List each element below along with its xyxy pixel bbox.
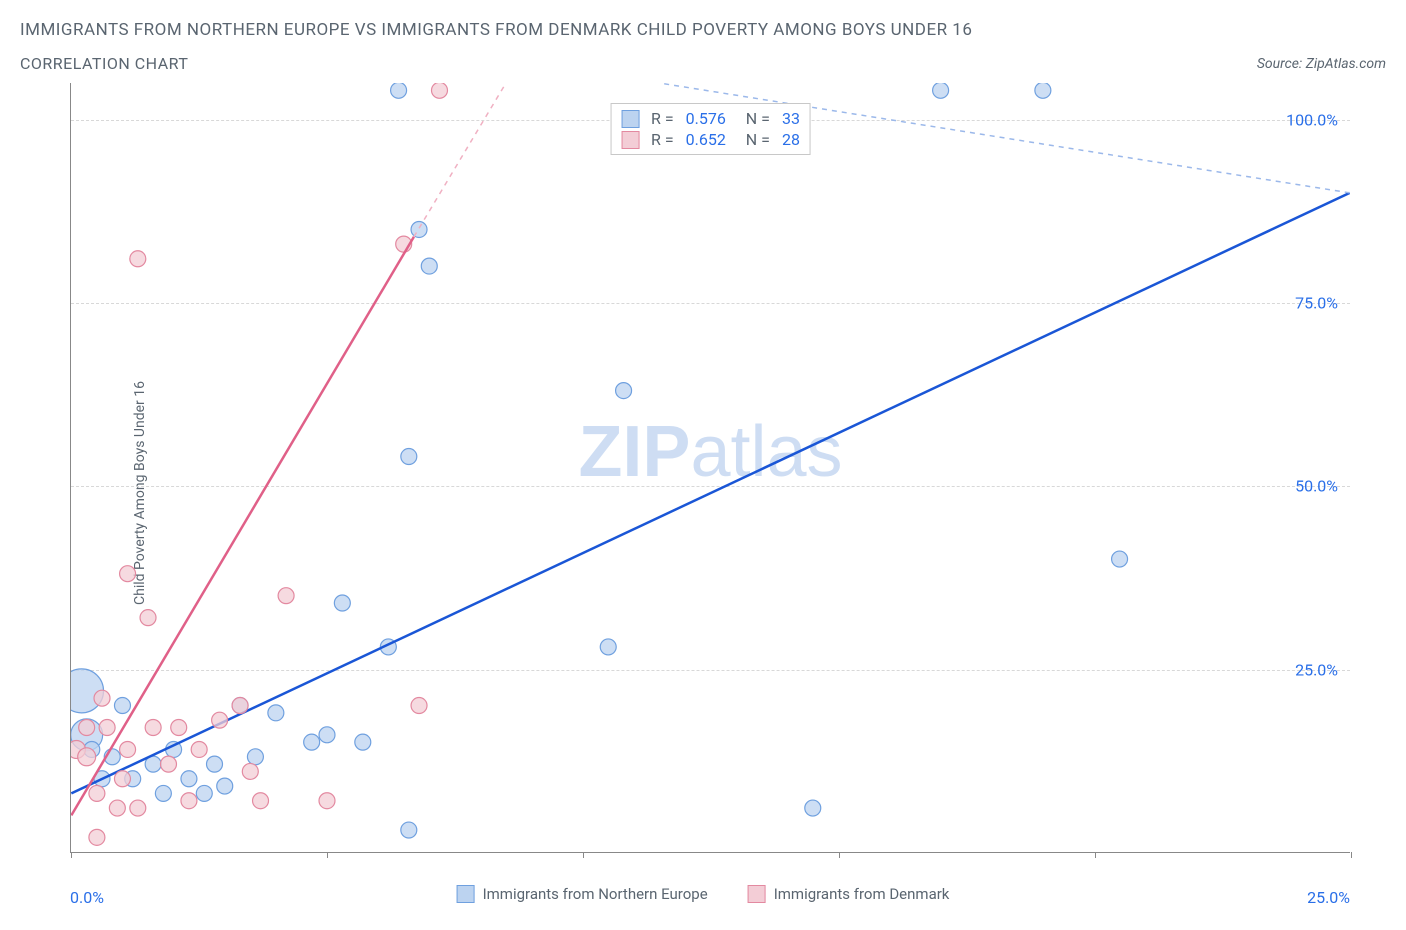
series-legend: Immigrants from Northern Europe Immigrant… <box>457 885 950 903</box>
data-point[interactable] <box>79 720 95 736</box>
source-attribution: Source: ZipAtlas.com <box>1257 56 1386 72</box>
data-point[interactable] <box>212 712 228 728</box>
data-point[interactable] <box>155 785 171 801</box>
trend-line-extrapolated <box>414 83 506 237</box>
subtitle-row: CORRELATION CHART Source: ZipAtlas.com <box>20 54 1386 73</box>
data-point[interactable] <box>94 690 110 706</box>
legend-swatch <box>457 885 475 903</box>
data-point[interactable] <box>600 639 616 655</box>
data-point[interactable] <box>432 83 448 98</box>
data-point[interactable] <box>1035 83 1051 98</box>
data-point[interactable] <box>268 705 284 721</box>
data-point[interactable] <box>242 763 258 779</box>
data-point[interactable] <box>616 383 632 399</box>
data-point[interactable] <box>421 258 437 274</box>
legend-swatch <box>621 110 639 128</box>
legend-n-value: 33 <box>782 109 800 128</box>
data-point[interactable] <box>334 595 350 611</box>
data-point[interactable] <box>411 698 427 714</box>
data-point[interactable] <box>253 793 269 809</box>
correlation-legend: R = 0.576 N = 33 R = 0.652 N = 28 <box>610 103 811 155</box>
x-tick <box>1095 852 1096 858</box>
data-point[interactable] <box>191 741 207 757</box>
data-point[interactable] <box>140 610 156 626</box>
legend-r-value: 0.652 <box>686 130 726 149</box>
legend-swatch <box>621 131 639 149</box>
data-point[interactable] <box>247 749 263 765</box>
legend-stat-row: R = 0.652 N = 28 <box>621 129 800 150</box>
data-point[interactable] <box>207 756 223 772</box>
data-point[interactable] <box>120 566 136 582</box>
x-tick <box>583 852 584 858</box>
legend-r-label: R = <box>651 130 674 149</box>
legend-n-label: N = <box>738 130 770 149</box>
x-tick <box>839 852 840 858</box>
data-point[interactable] <box>160 756 176 772</box>
legend-n-value: 28 <box>782 130 800 149</box>
x-tick <box>71 852 72 858</box>
plot-svg <box>71 83 1350 852</box>
data-point[interactable] <box>130 251 146 267</box>
data-point[interactable] <box>181 771 197 787</box>
legend-r-value: 0.576 <box>686 109 726 128</box>
trend-line <box>71 237 414 816</box>
data-point[interactable] <box>78 748 96 766</box>
data-point[interactable] <box>319 727 335 743</box>
x-tick <box>327 852 328 858</box>
data-point[interactable] <box>319 793 335 809</box>
data-point[interactable] <box>217 778 233 794</box>
legend-label: Immigrants from Northern Europe <box>483 885 708 903</box>
chart-title: IMMIGRANTS FROM NORTHERN EUROPE VS IMMIG… <box>20 20 1386 40</box>
x-axis-min-label: 0.0% <box>70 888 104 907</box>
data-point[interactable] <box>114 698 130 714</box>
data-point[interactable] <box>89 785 105 801</box>
data-point[interactable] <box>89 829 105 845</box>
data-point[interactable] <box>933 83 949 98</box>
data-point[interactable] <box>355 734 371 750</box>
data-point[interactable] <box>196 785 212 801</box>
data-point[interactable] <box>411 221 427 237</box>
data-point[interactable] <box>114 771 130 787</box>
legend-item: Immigrants from Northern Europe <box>457 885 708 903</box>
legend-r-label: R = <box>651 109 674 128</box>
data-point[interactable] <box>130 800 146 816</box>
data-point[interactable] <box>120 741 136 757</box>
data-point[interactable] <box>109 800 125 816</box>
legend-item: Immigrants from Denmark <box>748 885 950 903</box>
x-axis-max-label: 25.0% <box>1307 888 1350 907</box>
chart-subtitle: CORRELATION CHART <box>20 54 188 73</box>
data-point[interactable] <box>401 449 417 465</box>
data-point[interactable] <box>391 83 407 98</box>
legend-label: Immigrants from Denmark <box>774 885 950 903</box>
data-point[interactable] <box>145 720 161 736</box>
x-tick <box>1351 852 1352 858</box>
data-point[interactable] <box>232 698 248 714</box>
chart-area: Child Poverty Among Boys Under 16 ZIPatl… <box>20 83 1386 903</box>
data-point[interactable] <box>181 793 197 809</box>
data-point[interactable] <box>99 720 115 736</box>
plot-region: ZIPatlas R =0.576 N =33R =0.652 N =28 25… <box>70 83 1350 853</box>
legend-swatch <box>748 885 766 903</box>
data-point[interactable] <box>805 800 821 816</box>
legend-n-label: N = <box>738 109 770 128</box>
data-point[interactable] <box>401 822 417 838</box>
data-point[interactable] <box>171 720 187 736</box>
data-point[interactable] <box>1112 551 1128 567</box>
data-point[interactable] <box>304 734 320 750</box>
legend-stat-row: R = 0.576 N = 33 <box>621 108 800 129</box>
data-point[interactable] <box>278 588 294 604</box>
